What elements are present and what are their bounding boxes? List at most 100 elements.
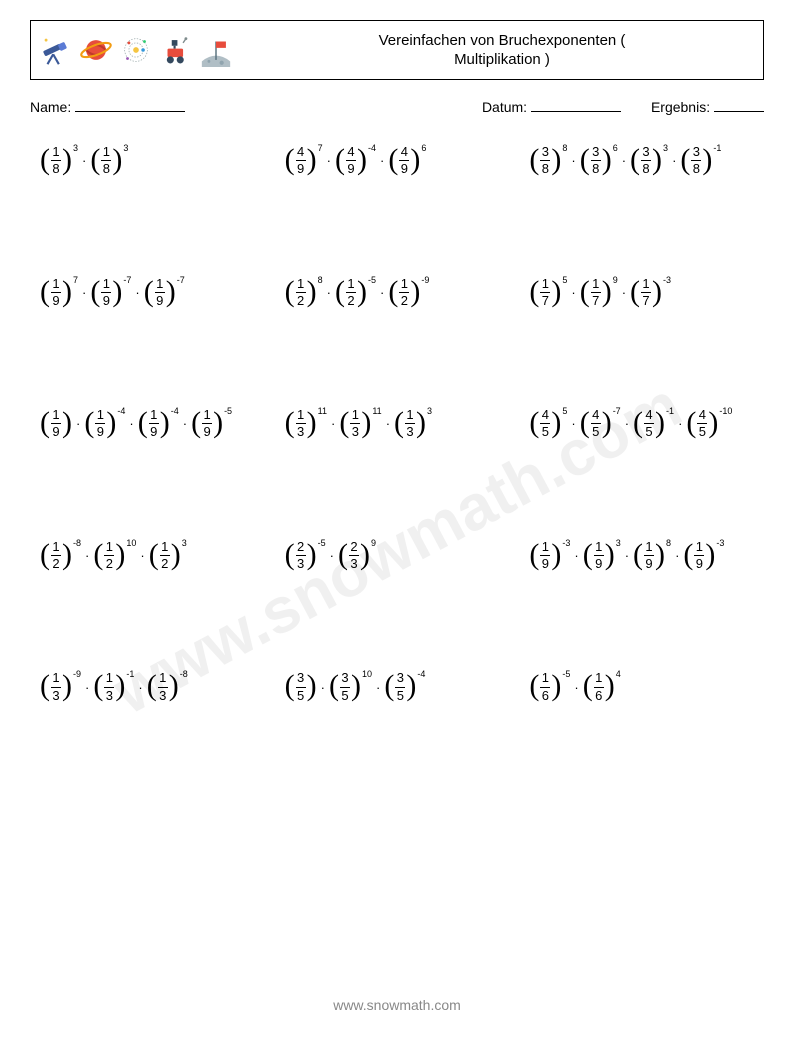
exponent: -7 [613,406,621,416]
exponent: -4 [117,406,125,416]
numerator: 1 [106,671,113,685]
denominator: 5 [542,425,549,439]
numerator: 4 [542,408,549,422]
exponent: -3 [562,538,570,548]
denominator: 9 [103,294,110,308]
denominator: 5 [592,425,599,439]
fraction-term: (19)8 [633,540,671,572]
left-paren: ( [529,408,539,438]
numerator: 1 [642,277,649,291]
fraction: 16 [593,671,605,703]
exponent: 10 [362,669,372,679]
fraction-term: (19) [40,408,72,440]
fraction-term: (35) [285,671,317,703]
fraction: 19 [693,540,705,572]
fraction-term: (13)-1 [93,671,134,703]
right-paren: ) [551,408,561,438]
right-paren: ) [602,145,612,175]
multiply-dot: · [376,153,388,168]
problem: (38)8·(38)6·(38)3·(38)-1 [529,145,754,177]
exponent: -1 [126,669,134,679]
numerator: 1 [297,277,304,291]
multiply-dot: · [125,416,137,431]
meta-row: Name: Datum: Ergebnis: [30,98,764,115]
right-paren: ) [708,408,718,438]
left-paren: ( [40,540,50,570]
numerator: 3 [397,671,404,685]
problem: (35)·(35)10·(35)-4 [285,671,510,703]
exponent: -4 [171,406,179,416]
numerator: 3 [341,671,348,685]
numerator: 1 [406,408,413,422]
date-blank[interactable] [531,98,621,112]
numerator: 1 [401,277,408,291]
right-paren: ) [655,408,665,438]
right-paren: ) [705,540,715,570]
left-paren: ( [580,408,590,438]
fraction: 19 [100,277,112,309]
fraction-term: (12)-5 [335,277,376,309]
exponent: -5 [224,406,232,416]
worksheet-title: Vereinfachen von Bruchexponenten ( Multi… [251,31,763,70]
denominator: 9 [150,425,157,439]
exponent: -4 [417,669,425,679]
fraction-term: (38)6 [580,145,618,177]
exponent: 6 [613,143,618,153]
left-paren: ( [285,540,295,570]
worksheet-page: www.snowmath.com [0,0,794,1053]
result-field: Ergebnis: [651,98,764,115]
fraction-term: (12)3 [149,540,187,572]
exponent: 9 [371,538,376,548]
numerator: 4 [401,145,408,159]
fraction: 49 [345,145,357,177]
problem: (18)3·(18)3 [40,145,265,177]
left-paren: ( [335,277,345,307]
right-paren: ) [62,540,72,570]
fraction-term: (13)11 [339,408,381,440]
left-paren: ( [335,145,345,175]
exponent: 5 [562,406,567,416]
numerator: 1 [52,145,59,159]
denominator: 9 [401,162,408,176]
left-paren: ( [329,671,339,701]
left-paren: ( [90,277,100,307]
problem: (13)11·(13)11·(13)3 [285,408,510,440]
left-paren: ( [40,277,50,307]
fraction-term: (19)-4 [84,408,125,440]
multiply-dot: · [671,548,683,563]
problems-grid: (18)3·(18)3(49)7·(49)-4·(49)6(38)8·(38)6… [30,145,764,703]
fraction-term: (38)8 [529,145,567,177]
fraction: 19 [94,408,106,440]
fraction: 13 [295,408,307,440]
multiply-dot: · [567,153,579,168]
multiply-dot: · [78,285,90,300]
fraction: 45 [643,408,655,440]
fraction-term: (18)3 [90,145,128,177]
denominator: 2 [297,294,304,308]
name-blank[interactable] [75,98,185,112]
fraction: 12 [295,277,307,309]
exponent: 3 [182,538,187,548]
denominator: 5 [397,689,404,703]
right-paren: ) [169,671,179,701]
numerator: 1 [645,540,652,554]
header-icons [31,33,251,67]
fraction: 12 [345,277,357,309]
fraction: 19 [201,408,213,440]
left-paren: ( [680,145,690,175]
left-paren: ( [580,145,590,175]
result-blank[interactable] [714,98,764,112]
fraction-term: (49)-4 [335,145,376,177]
denominator: 8 [542,162,549,176]
numerator: 1 [161,540,168,554]
left-paren: ( [394,408,404,438]
problem: (19)7·(19)-7·(19)-7 [40,277,265,309]
multiply-dot: · [134,680,146,695]
denominator: 5 [699,425,706,439]
exponent: -1 [713,143,721,153]
fraction: 19 [50,277,62,309]
fraction-term: (19)3 [583,540,621,572]
denominator: 3 [159,689,166,703]
denominator: 8 [592,162,599,176]
multiply-dot: · [317,680,329,695]
